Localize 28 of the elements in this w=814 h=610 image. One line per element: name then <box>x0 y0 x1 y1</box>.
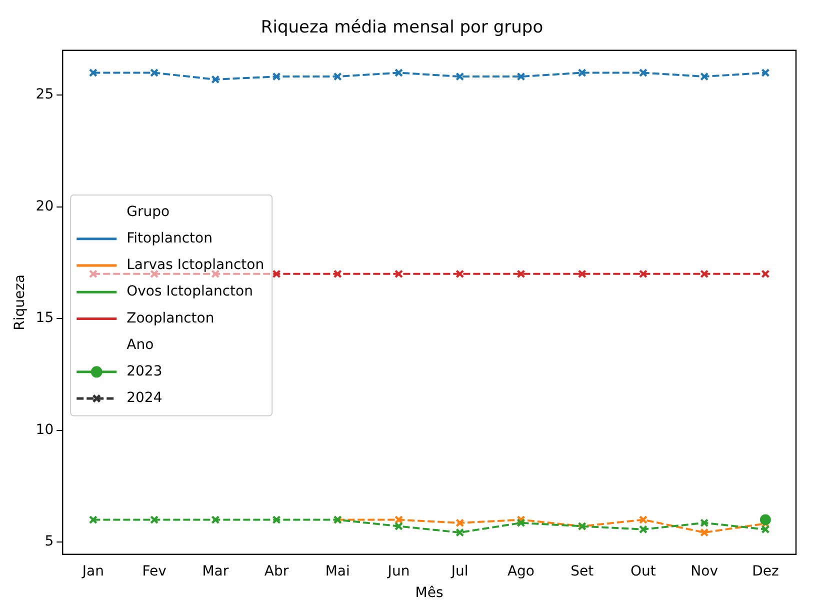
x-tick-label: Jun <box>386 563 410 580</box>
x-tick-label: Jul <box>450 563 468 580</box>
text: Ano <box>126 336 154 353</box>
text: Grupo <box>126 204 170 220</box>
legend-label: Larvas Ictoplancton <box>126 257 264 274</box>
x-tick-label: Dez <box>752 563 779 580</box>
x-tick-label: Ago <box>507 563 534 580</box>
x-tick-label: Nov <box>690 563 718 580</box>
x-tick-label: Out <box>630 563 656 580</box>
y-tick-label: 20 <box>36 198 54 214</box>
y-tick-label: 15 <box>36 310 54 326</box>
x-tick-label: Abr <box>264 563 289 580</box>
legend-label: Ovos Ictoplancton <box>126 284 253 300</box>
x-tick-label: Set <box>570 563 594 580</box>
legend-label: Fitoplancton <box>126 230 212 247</box>
legend-label: Zooplancton <box>126 310 214 326</box>
chart-title: Riqueza média mensal por grupo <box>260 18 544 38</box>
y-axis-title: Riqueza <box>12 274 28 330</box>
legend-label: 2024 <box>126 390 162 406</box>
y-tick-label: 5 <box>44 534 54 550</box>
legend-label: 2023 <box>126 364 162 380</box>
y-tick-label: 25 <box>36 86 54 103</box>
x-tick-label: Mar <box>202 563 229 580</box>
x-tick-label: Jan <box>81 563 104 580</box>
x-tick-label: Fev <box>142 563 166 580</box>
x-tick-label: Mai <box>325 563 350 580</box>
y-tick-label: 10 <box>36 422 54 438</box>
x-axis-title: Mês <box>415 585 444 602</box>
